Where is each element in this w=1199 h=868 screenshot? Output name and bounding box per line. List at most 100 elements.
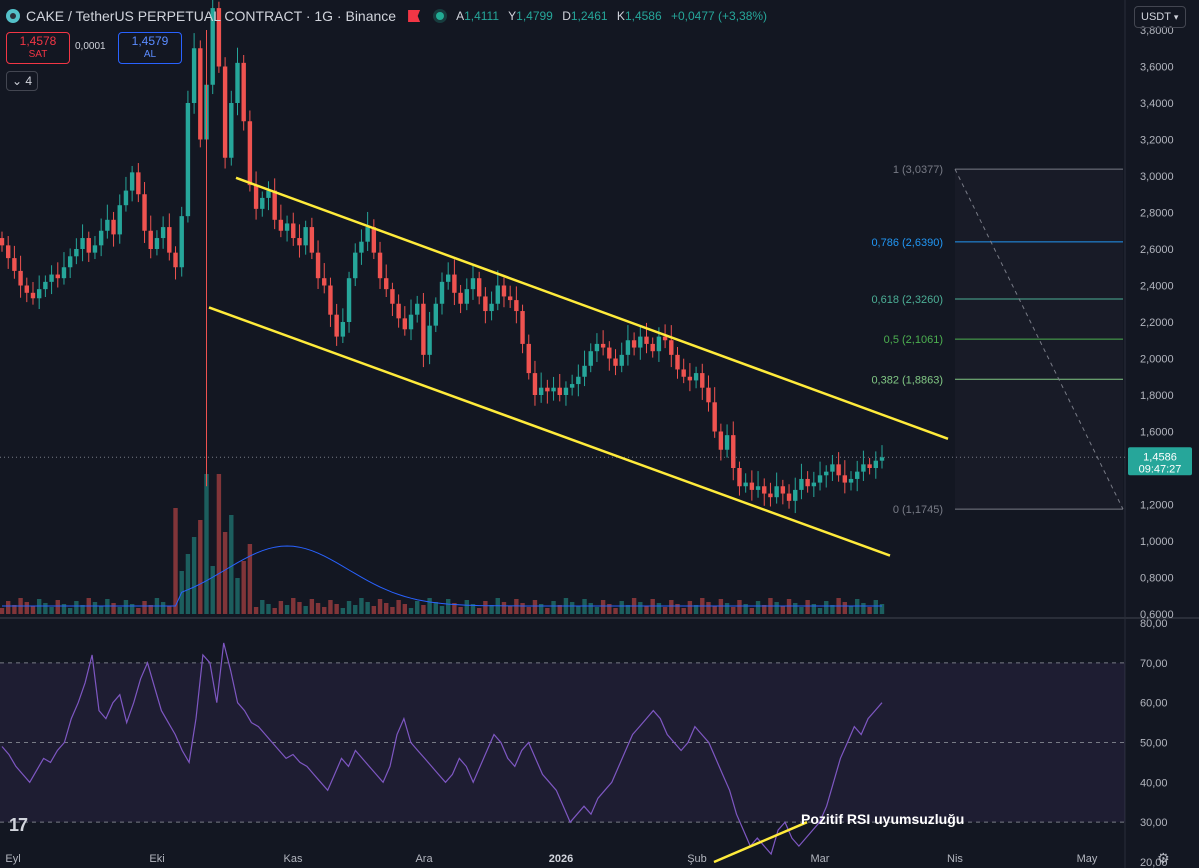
- volume-bar: [160, 602, 166, 614]
- volume-bar: [607, 604, 612, 614]
- candle-body: [315, 252, 321, 279]
- volume-bar: [402, 604, 408, 614]
- price-tick-label: 2,0000: [1140, 354, 1174, 366]
- volume-bar: [278, 601, 284, 614]
- volume-bar: [260, 600, 265, 614]
- tradingview-logo-icon[interactable]: 17: [9, 815, 28, 835]
- volume-bar: [483, 601, 488, 614]
- flag-icon[interactable]: [408, 10, 421, 22]
- candle-body: [148, 230, 153, 249]
- rsi-tick-label: 50,00: [1140, 738, 1168, 750]
- candle-body: [842, 475, 848, 483]
- candle-body: [260, 197, 265, 209]
- candle-body: [427, 325, 432, 355]
- channel-lower-line: [208, 306, 891, 557]
- candle-body: [179, 216, 184, 268]
- candle-body: [49, 274, 54, 282]
- volume-bar: [322, 607, 327, 614]
- price-tick-label: 3,0000: [1140, 171, 1174, 183]
- candle-body: [594, 343, 600, 352]
- volume-bar: [49, 607, 54, 614]
- time-axis-label: May: [1077, 853, 1098, 865]
- candle-body: [74, 249, 79, 257]
- volume-bar: [675, 604, 680, 614]
- candle-body: [644, 336, 649, 344]
- volume-bar: [489, 605, 494, 614]
- last-price-label: 1,4586: [1143, 451, 1177, 463]
- candle-body: [855, 471, 860, 479]
- candle-body: [160, 227, 166, 239]
- volume-bar: [204, 474, 209, 614]
- candle-body: [836, 464, 841, 476]
- price-tick-label: 2,2000: [1140, 317, 1174, 329]
- candle-body: [749, 482, 755, 490]
- fib-level-label: 0 (1,1745): [893, 504, 943, 516]
- candle-body: [191, 48, 197, 103]
- volume-bar: [538, 604, 544, 614]
- volume-bar: [693, 605, 699, 614]
- sell-button[interactable]: 1,4578 SAT: [6, 32, 70, 64]
- volume-bar: [656, 603, 662, 614]
- gear-icon[interactable]: ⚙: [1157, 850, 1170, 866]
- candle-body: [700, 373, 705, 388]
- volume-bar: [464, 600, 469, 614]
- fib-level-label: 0,786 (2,6390): [871, 237, 943, 249]
- candle-body: [873, 460, 879, 468]
- candle-body: [36, 289, 42, 299]
- volume-bar: [514, 599, 519, 614]
- volume-bar: [415, 601, 420, 614]
- candle-body: [768, 493, 773, 498]
- volume-bar: [5, 601, 11, 614]
- volume-bar: [476, 608, 482, 614]
- volume-bar: [458, 607, 463, 614]
- candle-body: [724, 435, 730, 450]
- candle-body: [762, 486, 767, 494]
- buy-button[interactable]: 1,4579 AL: [118, 32, 182, 64]
- candle-body: [396, 303, 401, 319]
- rsi-tick-label: 40,00: [1140, 777, 1168, 789]
- volume-bar: [867, 607, 872, 614]
- ohlc-readout: A1,4111 Y1,4799 D1,2461 K1,4586 +0,0477 …: [456, 9, 768, 23]
- volume-bar: [625, 605, 631, 614]
- currency-select[interactable]: USDT ▾: [1134, 6, 1186, 28]
- candle-body: [811, 482, 817, 487]
- volume-bar: [309, 599, 315, 614]
- candle-body: [12, 258, 17, 271]
- chevron-down-icon: ▾: [1173, 12, 1179, 22]
- volume-bar: [328, 600, 333, 614]
- volume-bar: [712, 606, 717, 614]
- volume-bar: [353, 605, 358, 614]
- candle-body: [476, 278, 482, 297]
- volume-bar: [526, 607, 531, 614]
- volume-bar: [173, 508, 178, 614]
- volume-bar: [452, 603, 457, 614]
- volume-bar: [594, 607, 600, 614]
- volume-bar: [377, 599, 383, 614]
- volume-bar: [724, 603, 730, 614]
- volume-bar: [216, 474, 222, 614]
- currency-label: USDT: [1141, 11, 1171, 23]
- volume-bar: [371, 606, 377, 614]
- volume-bar: [774, 602, 779, 614]
- time-axis-label: Eyl: [5, 853, 20, 865]
- price-tick-label: 3,4000: [1140, 98, 1174, 110]
- volume-bar: [824, 601, 829, 614]
- candle-body: [774, 486, 779, 498]
- volume-bar: [830, 605, 835, 614]
- candle-body: [607, 347, 612, 359]
- time-axis-label: Şub: [687, 853, 707, 865]
- last-price-badge: [1128, 447, 1192, 476]
- price-tick-label: 1,0000: [1140, 536, 1174, 548]
- volume-bar: [662, 607, 668, 614]
- indicators-toggle[interactable]: ⌄ 4: [6, 71, 38, 91]
- fib-level-label: 0,618 (2,3260): [871, 294, 943, 306]
- volume-bar: [303, 606, 308, 614]
- symbol-title[interactable]: CAKE / TetherUS PERPETUAL CONTRACT · 1G …: [26, 8, 397, 24]
- candle-body: [123, 190, 129, 206]
- volume-bar: [191, 537, 197, 614]
- volume-bar: [569, 602, 575, 614]
- candle-body: [470, 278, 476, 290]
- volume-bar: [762, 605, 767, 614]
- volume-bar: [842, 602, 848, 614]
